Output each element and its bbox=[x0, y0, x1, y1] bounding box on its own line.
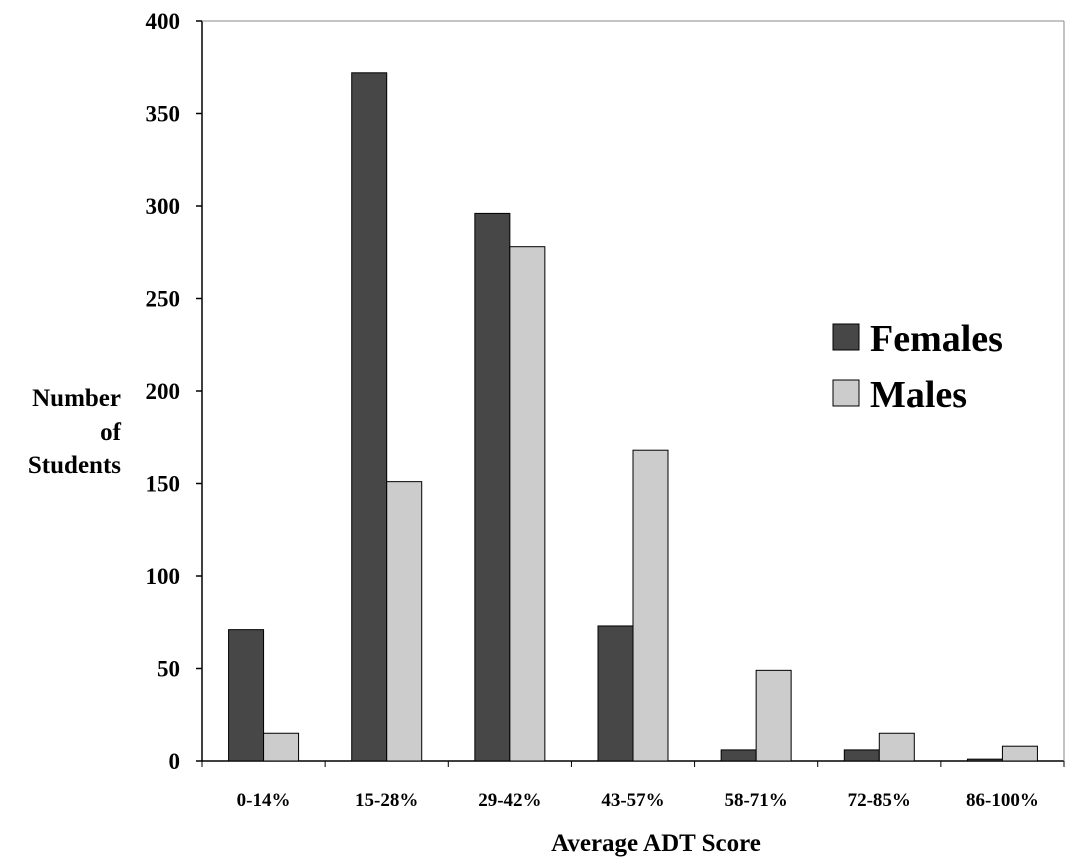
legend: Females Males bbox=[832, 318, 1003, 416]
y-tick-label: 50 bbox=[157, 657, 180, 682]
x-tick-label: 58-71% bbox=[724, 790, 787, 811]
bar-females-86-100% bbox=[966, 758, 1003, 762]
bar-males-86-100% bbox=[1001, 745, 1038, 762]
y-tick-label: 100 bbox=[146, 564, 181, 589]
legend-label-males: Males bbox=[870, 374, 967, 416]
legend-swatch-females bbox=[832, 323, 860, 351]
x-tick-label: 86-100% bbox=[966, 790, 1039, 811]
x-tick-label: 72-85% bbox=[848, 790, 911, 811]
y-tick-label: 200 bbox=[146, 379, 181, 404]
bar-males-58-71% bbox=[755, 669, 792, 762]
bar-females-58-71% bbox=[720, 749, 757, 762]
y-tick-label: 150 bbox=[146, 472, 181, 497]
x-ticks: 0-14% 15-28% 29-42% 43-57% 58-71% 72-85% 86-10… bbox=[201, 761, 1065, 811]
y-axis-title: Number of Students bbox=[28, 385, 122, 479]
x-tick-label: 15-28% bbox=[355, 790, 418, 811]
y-axis-title-line: Number bbox=[32, 385, 121, 412]
bar-females-15-28% bbox=[351, 72, 388, 762]
x-tick-label: 29-42% bbox=[478, 790, 541, 811]
bars bbox=[228, 72, 1038, 762]
y-tick-label: 300 bbox=[146, 194, 181, 219]
bar-females-0-14% bbox=[228, 629, 265, 762]
y-tick-label: 250 bbox=[146, 287, 181, 312]
bar-males-72-85% bbox=[878, 732, 915, 762]
bar-males-15-28% bbox=[386, 481, 423, 762]
legend-label-females: Females bbox=[870, 318, 1003, 360]
x-tick-label: 43-57% bbox=[601, 790, 664, 811]
bar-females-72-85% bbox=[843, 749, 880, 762]
y-tick-label: 350 bbox=[146, 102, 181, 127]
legend-swatch-males bbox=[832, 379, 860, 407]
y-axis-title-line: Students bbox=[28, 452, 121, 479]
y-axis-title-line: of bbox=[100, 419, 122, 446]
bar-males-43-57% bbox=[632, 449, 669, 762]
y-tick-label: 0 bbox=[169, 749, 181, 774]
bar-females-29-42% bbox=[474, 212, 511, 762]
y-ticks: 0 50 100 150 200 250 300 350 400 bbox=[146, 9, 202, 774]
bar-females-43-57% bbox=[597, 625, 634, 762]
bar-males-0-14% bbox=[263, 732, 300, 762]
bar-males-29-42% bbox=[509, 246, 546, 762]
x-axis-title: Average ADT Score bbox=[551, 830, 761, 857]
x-tick-label: 0-14% bbox=[237, 790, 291, 811]
y-tick-label: 400 bbox=[146, 9, 181, 34]
